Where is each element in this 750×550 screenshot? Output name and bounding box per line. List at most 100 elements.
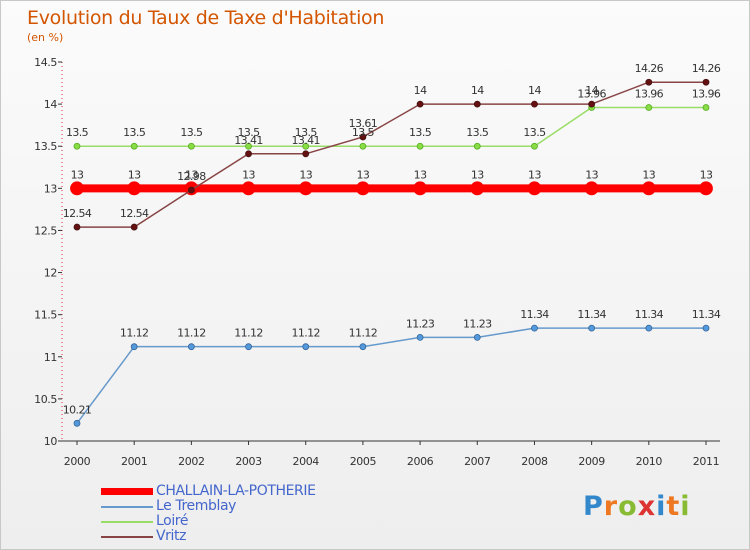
data-point-le-tremblay [416,334,424,341]
data-point-le-tremblay [130,343,138,351]
data-label-loire: 13.96 [692,87,721,100]
legend-swatch-challain [101,488,153,495]
data-point-challain [470,181,485,196]
data-label-le-tremblay: 11.34 [692,308,721,321]
x-tick-label: 2000 [64,455,91,468]
data-label-le-tremblay: 11.34 [520,308,549,321]
data-point-loire [416,142,424,150]
data-label-vritz: 12.54 [63,207,92,220]
data-label-vritz: 12.54 [120,207,149,220]
data-label-loire: 13.5 [295,126,318,139]
data-label-challain: 13 [71,168,84,181]
x-tick-label: 2002 [178,455,204,468]
data-point-vritz [130,223,138,231]
legend-label-vritz: Vritz [156,528,187,544]
y-tick-label: 12.5 [34,224,57,237]
data-label-challain: 13 [242,168,255,181]
legend-label-le-tremblay: Le Tremblay [156,498,237,514]
data-label-vritz: 14 [414,84,427,97]
data-label-loire: 13.96 [635,87,664,100]
data-point-vritz [359,133,367,141]
data-label-le-tremblay: 10.21 [63,403,92,416]
data-label-le-tremblay: 11.34 [577,308,606,321]
logo-letter: P [583,491,604,522]
x-tick-label: 2004 [293,455,320,468]
data-point-loire [302,142,310,150]
data-point-challain [413,181,427,196]
data-label-challain: 13 [585,168,598,181]
data-labels: 13 13 13 13 13 13 13 13 13 13 13 13 10.21 11.12 11.12 1… [63,62,722,416]
data-point-le-tremblay [473,334,481,341]
logo-letter: x [637,491,657,522]
data-label-loire: 13.5 [180,126,203,139]
logo-letter: t [666,491,681,522]
data-label-challain: 13 [471,168,484,181]
data-label-vritz: 13.41 [291,134,320,147]
x-tick-label: 2008 [521,455,548,468]
data-point-loire [531,142,538,150]
data-label-challain: 13 [185,168,198,181]
data-point-le-tremblay [73,419,81,427]
logo-letter: i [680,491,691,522]
series-line-vritz [77,81,706,228]
x-tick-label: 2001 [121,455,147,468]
data-point-vritz [531,100,538,108]
data-point-le-tremblay [359,343,367,351]
data-label-loire: 13.5 [523,126,546,139]
plot-area [62,62,720,441]
legend-swatch-le-tremblay [101,506,153,508]
data-label-challain: 13 [700,168,713,181]
data-label-challain: 13 [528,168,541,181]
data-point-vritz [645,78,653,86]
data-label-vritz: 14 [585,84,598,97]
data-label-challain: 13 [357,168,370,181]
data-label-challain: 13 [299,168,312,181]
data-point-loire [473,142,481,150]
chart-subtitle: (en %) [27,31,64,44]
data-point-vritz [588,100,596,108]
series-line-loire [77,106,706,147]
y-tick-label: 10.5 [34,393,57,406]
y-tick-label: 12 [44,267,57,280]
x-tick-label: 2006 [407,455,434,468]
logo-letter: o [618,491,638,522]
data-label-loire: 13.5 [123,126,146,139]
data-label-loire: 13.5 [466,126,489,139]
logo-letter: r [603,491,619,522]
legend-swatch-loire [101,521,153,523]
legend-label-loire: Loiré [156,513,189,529]
data-point-challain [356,181,370,196]
x-tick-label: 2009 [578,455,605,468]
chart-title: Evolution du Taux de Taxe d'Habitation [27,7,385,29]
data-label-vritz: 14 [528,84,541,97]
data-point-loire [130,142,138,150]
series-line-le-tremblay [76,327,706,424]
series-layer [70,78,713,427]
data-point-le-tremblay [187,343,195,351]
data-point-vritz [416,100,424,108]
data-point-vritz [302,150,310,158]
y-tick-label: 13 [44,182,58,195]
x-tick-label: 2003 [235,455,262,468]
data-label-le-tremblay: 11.23 [406,317,435,330]
x-tick-label: 2010 [636,455,663,468]
data-label-le-tremblay: 11.12 [177,327,206,340]
data-point-le-tremblay [302,343,310,351]
data-label-le-tremblay: 11.12 [349,327,378,340]
data-label-le-tremblay: 11.34 [635,308,664,321]
data-label-le-tremblay: 11.12 [291,327,320,340]
data-label-le-tremblay: 11.12 [120,327,149,340]
data-point-vritz [73,223,81,231]
data-point-challain [241,181,256,196]
data-point-loire [187,142,195,150]
data-label-loire: 13.96 [577,87,606,100]
axes: 10 10.5 11 11.5 12 12.5 13 13.5 14 14.5 2000 2001 20… [34,56,720,468]
x-tick-label: 2005 [350,455,377,468]
data-label-loire: 13.5 [66,126,89,139]
data-label-loire: 13.5 [352,126,375,139]
data-label-vritz: 14 [471,84,484,97]
y-tick-label: 13.5 [34,140,57,153]
data-point-vritz [702,78,710,86]
